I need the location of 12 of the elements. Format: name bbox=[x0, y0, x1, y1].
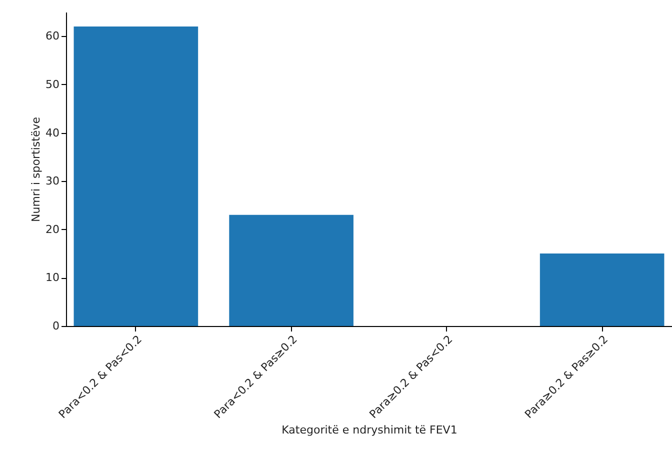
y-tick-label: 40 bbox=[46, 126, 60, 140]
y-tick-label: 30 bbox=[46, 174, 60, 188]
x-axis-title: Kategoritë e ndryshimit të FEV1 bbox=[282, 423, 458, 436]
y-tick-label: 60 bbox=[46, 30, 60, 43]
y-tick-label: 50 bbox=[46, 78, 60, 91]
y-tick-label: 10 bbox=[46, 271, 60, 284]
bar bbox=[74, 26, 198, 326]
y-tick-label: 0 bbox=[52, 320, 60, 332]
y-tick-label: 20 bbox=[46, 222, 60, 236]
bar bbox=[540, 254, 664, 326]
y-axis-title: Numri i sportistëve bbox=[30, 116, 43, 222]
bar bbox=[229, 214, 354, 326]
